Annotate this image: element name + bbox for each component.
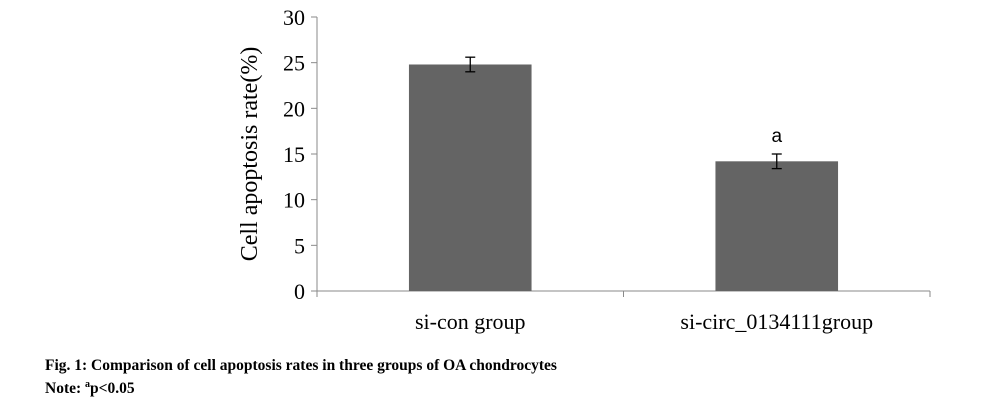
bar [408, 64, 532, 291]
y-axis-label: Cell apoptosis rate(%) [237, 47, 263, 262]
y-tick-label: 25 [283, 51, 305, 76]
tick-labels: 0 5 10 15 20 25 30 si-con group si-circ_0134111g… [283, 5, 873, 334]
y-tick-label: 15 [283, 142, 305, 167]
y-tick-label: 30 [283, 5, 305, 30]
y-tick-label: 0 [294, 279, 305, 304]
x-tick-label: si-circ_0134111group [680, 309, 873, 334]
bar [715, 161, 839, 291]
figure-caption: Fig. 1: Comparison of cell apoptosis rat… [45, 357, 557, 374]
bars: a [408, 56, 839, 291]
figure-note: Note: ap<0.05 [45, 379, 135, 398]
y-tick-label: 20 [283, 96, 305, 121]
y-tick-label: 5 [294, 233, 305, 258]
note-superscript: a [85, 379, 91, 390]
x-tick-label: si-con group [415, 309, 526, 334]
note-text: p<0.05 [90, 380, 135, 398]
significance-label: a [771, 126, 782, 147]
y-tick-label: 10 [283, 188, 305, 213]
note-prefix: Note: [45, 380, 86, 398]
